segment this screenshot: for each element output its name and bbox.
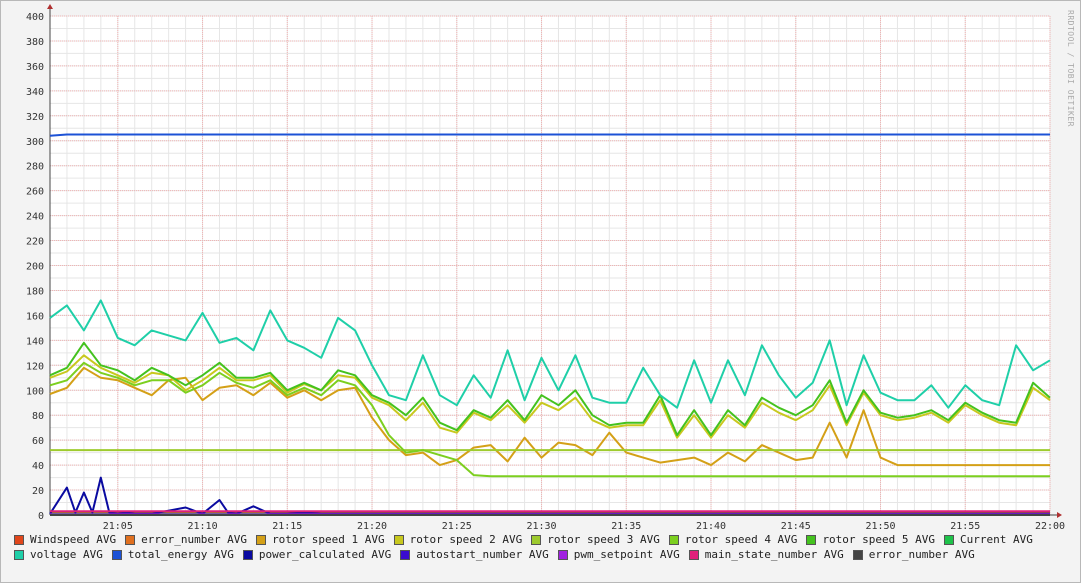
y-tick-label: 360 [26,62,44,73]
y-tick-label: 280 [26,162,44,173]
legend-label: total_energy AVG [127,548,234,561]
x-tick-label: 21:25 [442,521,472,532]
legend-item: Current AVG [944,533,1033,546]
legend-row [14,562,1074,577]
y-tick-label: 180 [26,286,44,297]
legend-swatch [557,549,568,560]
legend-label: main_state_number AVG [704,548,844,561]
legend-row: voltage AVG total_energy AVG power_calcula… [14,547,1074,562]
legend-item: voltage AVG [14,548,103,561]
legend-item: rotor speed 5 AVG [806,533,935,546]
x-tick-label: 21:35 [611,521,641,532]
y-tick-label: 200 [26,262,44,273]
legend-label: rotor speed 2 AVG [409,533,523,546]
legend-swatch [393,534,404,545]
series-line [49,341,1051,437]
legend-label: Windspeed AVG [30,533,117,546]
legend-item: rotor speed 3 AVG [531,533,660,546]
legend-label: error_number AVG [141,533,248,546]
x-axis-arrow [1057,512,1062,518]
legend-label: rotor speed 5 AVG [822,533,936,546]
y-tick-label: 340 [26,87,44,98]
legend-label: rotor speed 3 AVG [547,533,660,546]
x-tick-label: 21:45 [781,521,811,532]
legend-label: power_calculated AVG [258,548,392,561]
legend-item: pwm_setpoint AVG [557,548,680,561]
y-tick-label: 0 [38,511,44,522]
legend-label: error_number AVG [868,548,975,561]
y-tick-label: 160 [26,311,44,322]
x-tick-label: 21:20 [357,521,387,532]
series-line [49,299,1051,409]
y-tick-label: 380 [26,37,44,48]
legend-item: Windspeed AVG [14,533,116,546]
y-tick-label: 20 [32,486,44,497]
legend-swatch [944,534,955,545]
y-tick-label: 320 [26,112,44,123]
legend-label: autostart_number AVG [416,548,549,561]
legend-item: total_energy AVG [111,548,234,561]
legend-item: error_number AVG [125,533,247,546]
x-tick-label: 21:55 [950,521,980,532]
y-tick-label: 100 [26,386,44,397]
y-tick-label: 240 [26,212,44,223]
y-tick-label: 220 [26,237,44,248]
y-tick-label: 300 [26,137,44,148]
legend-row: Windspeed AVG error_number AVG rotor speed… [14,532,1074,547]
x-tick-label: 22:00 [1035,521,1065,532]
legend-item: power_calculated AVG [242,548,392,561]
series-line [49,133,1050,137]
legend-item: autostart_number AVG [400,548,549,561]
x-tick-label: 21:50 [865,521,895,532]
legend-swatch [242,549,253,560]
legend-item: rotor speed 4 AVG [668,533,798,546]
legend-swatch [125,534,136,545]
watermark: RRDTOOL / TOBI OETIKER [1066,10,1075,127]
y-tick-label: 400 [26,12,44,23]
x-tick-label: 21:05 [103,521,133,532]
legend-swatch [668,534,679,545]
y-tick-label: 140 [26,336,44,347]
x-tick-label: 21:10 [187,521,217,532]
legend-label: rotor speed 1 AVG [272,533,385,546]
legend-swatch [688,549,699,560]
y-tick-label: 120 [26,361,44,372]
legend-label: rotor speed 4 AVG [684,533,798,546]
legend-label: pwm_setpoint AVG [573,548,680,561]
chart-legend: Windspeed AVG error_number AVG rotor speed… [14,532,1074,577]
series-line [49,361,1050,478]
legend-swatch [14,549,24,560]
y-tick-label: 80 [32,411,44,422]
legend-item: rotor speed 1 AVG [256,533,385,546]
x-tick-label: 21:30 [526,521,556,532]
y-axis-arrow [47,4,53,9]
legend-label: Current AVG [960,533,1033,546]
legend-swatch [531,534,542,545]
series-line [49,354,1051,439]
legend-swatch [852,549,863,560]
legend-label: voltage AVG [30,548,103,561]
x-tick-label: 21:40 [696,521,726,532]
x-tick-label: 21:15 [272,521,302,532]
legend-swatch [111,549,122,560]
legend-item: main_state_number AVG [688,548,844,561]
legend-swatch [400,549,411,560]
legend-swatch [256,534,267,545]
legend-item: rotor speed 2 AVG [393,533,523,546]
legend-item: error_number AVG [852,548,975,561]
legend-swatch [806,534,817,545]
y-tick-label: 60 [32,436,44,447]
legend-swatch [14,534,24,545]
y-tick-label: 260 [26,187,44,198]
y-tick-label: 40 [32,461,44,472]
